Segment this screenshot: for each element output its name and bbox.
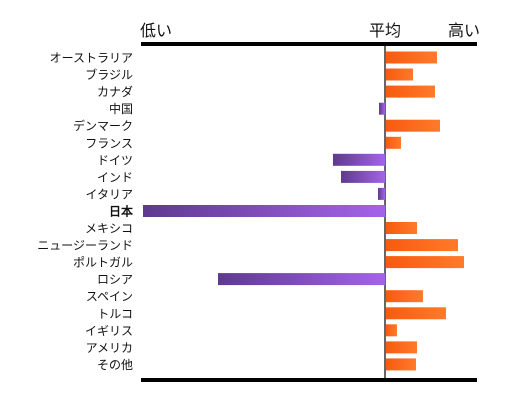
bar-7 xyxy=(341,170,385,183)
category-label-8: イタリア xyxy=(85,187,133,201)
category-label-5: フランス xyxy=(85,136,133,150)
header-label-low: 低い xyxy=(140,21,172,40)
bar-13 xyxy=(218,273,385,286)
category-label-17: アメリカ xyxy=(86,341,133,355)
bar-8 xyxy=(378,187,385,200)
category-label-6: ドイツ xyxy=(97,153,133,167)
category-label-10: メキシコ xyxy=(85,222,133,236)
category-label-2: カナダ xyxy=(97,84,133,99)
bar-14 xyxy=(386,290,423,303)
category-label-11: ニュージーランド xyxy=(37,239,133,253)
category-label-13: ロシア xyxy=(97,273,133,287)
top-axis-rule xyxy=(141,42,477,46)
bar-6 xyxy=(333,153,385,166)
header-label-average: 平均 xyxy=(369,21,401,40)
category-label-15: トルコ xyxy=(97,307,133,321)
category-label-group: オーストラリアブラジルカナダ中国デンマークフランスドイツインドイタリア日本メキシ… xyxy=(37,51,133,372)
category-label-18: その他 xyxy=(97,358,133,372)
bar-9 xyxy=(143,205,385,217)
category-label-4: デンマーク xyxy=(73,118,133,133)
bar-10 xyxy=(386,222,417,234)
category-label-3: 中国 xyxy=(109,101,133,116)
category-label-12: ポルトガル xyxy=(73,256,133,270)
category-label-9: 日本 xyxy=(109,204,133,219)
bar-15 xyxy=(386,307,446,320)
bar-1 xyxy=(386,68,413,81)
bar-17 xyxy=(386,341,417,354)
bar-12 xyxy=(386,256,464,269)
bar-5 xyxy=(386,136,401,149)
bar-0 xyxy=(386,51,437,64)
bottom-axis-rule xyxy=(141,378,477,382)
bar-4 xyxy=(386,119,440,132)
bar-18 xyxy=(386,358,416,371)
bar-3 xyxy=(379,102,385,115)
category-label-14: スペイン xyxy=(86,290,133,304)
bar-16 xyxy=(386,324,397,337)
header-label-high: 高い xyxy=(448,21,480,40)
bar-group xyxy=(143,51,464,371)
category-label-7: インド xyxy=(97,170,133,184)
category-label-0: オーストラリア xyxy=(50,51,133,65)
bar-11 xyxy=(386,239,458,252)
bar-2 xyxy=(386,85,435,98)
category-label-16: イギリス xyxy=(85,324,133,338)
category-label-1: ブラジル xyxy=(85,67,133,82)
